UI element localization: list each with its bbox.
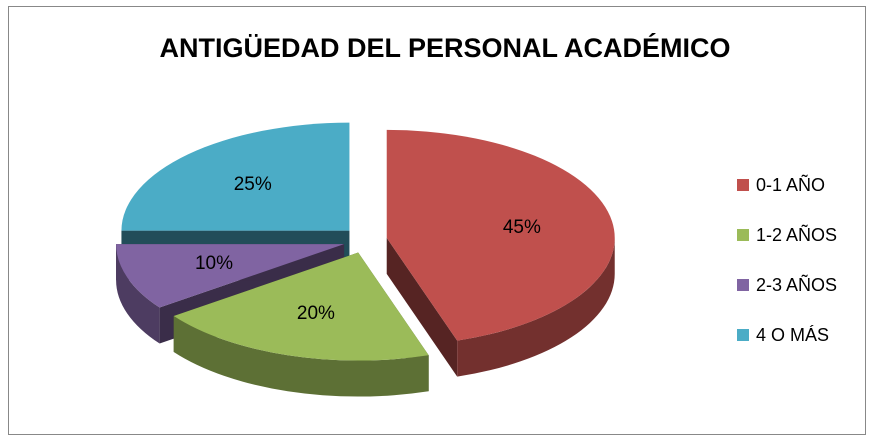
slice-wall <box>173 316 429 397</box>
pie-slice <box>173 252 429 397</box>
legend-swatch <box>737 279 749 291</box>
slice-wall <box>457 237 615 377</box>
legend-swatch <box>737 329 749 341</box>
slice-side <box>386 237 458 377</box>
data-label: 25% <box>234 174 272 195</box>
chart-title: ANTIGÜEDAD DEL PERSONAL ACADÉMICO <box>159 32 730 63</box>
data-label: 20% <box>297 303 335 324</box>
legend-label: 0-1 AÑO <box>756 174 825 195</box>
legend-label: 1-2 AÑOS <box>756 224 837 245</box>
data-label: 10% <box>195 253 233 274</box>
data-label: 45% <box>503 217 541 238</box>
legend-label: 4 O MÁS <box>756 325 829 345</box>
slice-top <box>116 244 345 308</box>
slice-wall <box>116 244 160 344</box>
slice-top <box>173 252 429 361</box>
pie-slice <box>386 129 615 377</box>
legend-swatch <box>737 229 749 241</box>
legend-label: 2-3 AÑOS <box>756 274 837 295</box>
slice-top <box>386 129 615 341</box>
slice-top <box>121 122 350 231</box>
legend-swatch <box>737 179 749 191</box>
